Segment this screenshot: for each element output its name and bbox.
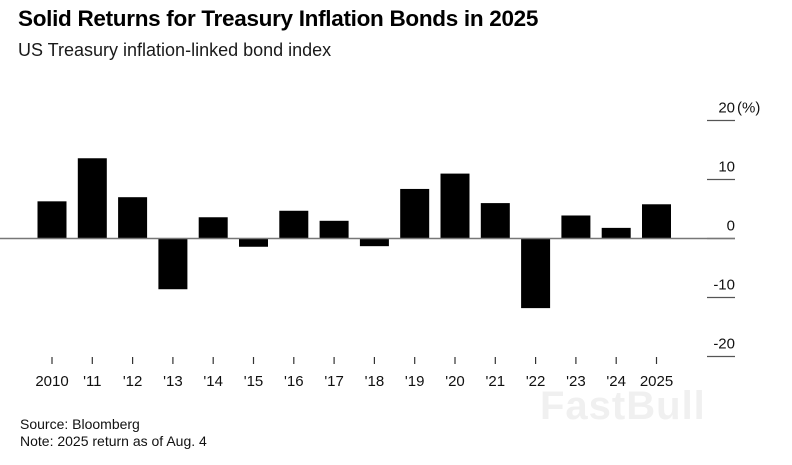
x-tick-label: '23 (566, 373, 586, 390)
bar-20 (440, 173, 470, 239)
x-tick-label: '12 (123, 373, 143, 390)
x-tick-label: '11 (83, 373, 101, 390)
x-tick-label: '21 (486, 373, 506, 390)
bar-12 (118, 197, 148, 239)
x-tick-label: '22 (526, 373, 546, 390)
x-tick-label: '19 (405, 373, 425, 390)
bar-19 (400, 188, 430, 239)
bar-17 (319, 220, 349, 239)
x-tick-label: '24 (606, 373, 626, 390)
y-tick-label: -10 (713, 277, 735, 294)
x-axis: 2010 '11 '12 '13 '14 '15 '16 '17 '18 '19 '20 '21 '22… (35, 357, 673, 390)
x-tick-label: '15 (244, 373, 264, 390)
bar-13 (158, 238, 188, 290)
x-tick-label: '14 (203, 373, 223, 390)
y-axis: 20 10 0 -10 -20 (%) (707, 100, 760, 358)
x-tick-label: '20 (445, 373, 465, 390)
chart-title: Solid Returns for Treasury Inflation Bon… (18, 6, 539, 31)
x-tick-label: '18 (365, 373, 385, 390)
x-tick-label: '16 (284, 373, 304, 390)
x-tick-label: 2010 (35, 373, 68, 390)
bar-22 (521, 238, 551, 309)
watermark: FastBull (540, 384, 706, 428)
y-tick-label: 10 (718, 159, 735, 176)
bar-15 (239, 238, 268, 247)
chart-subtitle: US Treasury inflation-linked bond index (18, 40, 332, 60)
bar-24 (601, 227, 631, 239)
x-tick-label: '17 (324, 373, 344, 390)
source-note: Source: Bloomberg (20, 416, 140, 432)
bar-16 (279, 210, 309, 239)
x-tick-label: '13 (163, 373, 183, 390)
y-unit-label: (%) (737, 100, 760, 117)
x-tick-label: 2025 (640, 373, 673, 390)
bar-23 (561, 215, 591, 239)
y-tick-label: -20 (713, 336, 735, 353)
y-tick-label: 20 (718, 100, 735, 117)
bar-18 (359, 238, 389, 247)
bars-group (37, 158, 671, 309)
bar-2025 (642, 204, 671, 239)
y-tick-label: 0 (727, 218, 735, 235)
chart-footer: Source: Bloomberg Note: 2025 return as o… (20, 416, 207, 450)
bar-21 (480, 203, 510, 239)
footnote: Note: 2025 return as of Aug. 4 (20, 433, 207, 449)
bar-11 (77, 158, 107, 239)
bar-14 (198, 217, 228, 239)
bar-2010 (37, 201, 67, 239)
